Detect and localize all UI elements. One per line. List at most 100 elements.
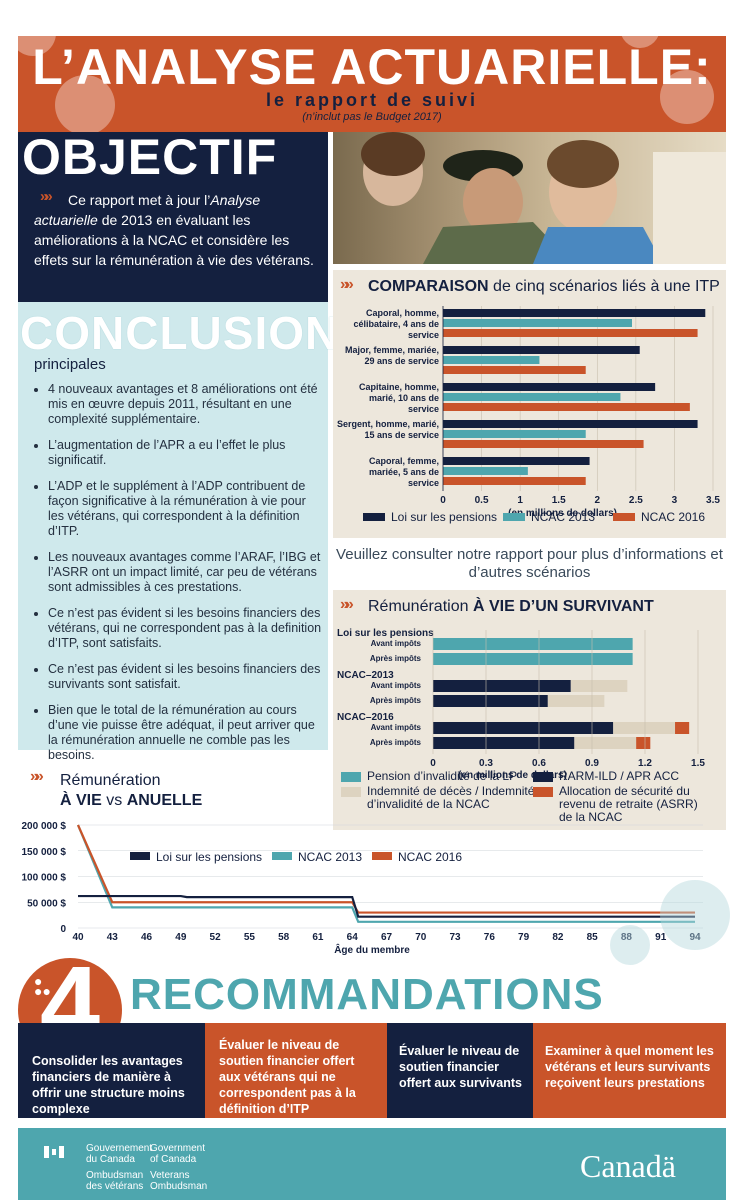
omb-fr-2: des vétérans <box>86 1181 144 1192</box>
recommendation-text: Évaluer le niveau de soutien financier o… <box>399 1044 522 1090</box>
header-banner <box>18 36 726 132</box>
omb-en: Veterans Ombudsman <box>150 1170 207 1192</box>
decorative-bubble <box>55 75 115 135</box>
list-item: L’ADP et le supplément à l’ADP contribue… <box>48 479 324 539</box>
list-item: L’augmentation de l’APR a eu l’effet le … <box>48 438 324 468</box>
life-title-d: ANUELLE <box>126 792 203 809</box>
category-label: service <box>408 330 439 340</box>
omb-en-2: Ombudsman <box>150 1181 208 1192</box>
x-tick-label: 82 <box>552 932 564 943</box>
bar <box>443 457 590 465</box>
conclusions-list: 4 nouveaux avantages et 8 améliorations … <box>26 382 324 763</box>
page-title: L’ANALYSE ACTUARIELLE: <box>32 39 712 95</box>
bar <box>443 309 706 317</box>
list-item: Les nouveaux avantages comme l’ARAF, l’I… <box>48 550 324 595</box>
decorative-bubble <box>660 70 714 124</box>
x-tick-label: 1 <box>517 495 523 506</box>
stacked-bar-segment <box>433 695 548 707</box>
conclusions-panel <box>18 302 328 750</box>
gov-fr: Gouvernement du Canada <box>86 1143 152 1165</box>
bar <box>443 366 586 374</box>
category-label: Sergent, homme, marié, <box>337 419 439 429</box>
comparison-bar-chart: 0 0.5 1 1.5 2 2.5 3 3.5 (en millions de dollars)… <box>337 306 720 524</box>
survivor-title-a: Rémunération <box>368 598 473 615</box>
x-axis-label: Âge du membre <box>334 943 410 956</box>
x-tick-label: 0.6 <box>532 758 546 769</box>
category-label: marié, 10 ans de <box>369 393 439 403</box>
legend-label: d’invalidité de la NCAC <box>367 797 490 811</box>
bar <box>443 420 698 428</box>
legend-swatch <box>341 772 361 782</box>
legend-label: NCAC 2016 <box>398 850 462 864</box>
chevron-icon: »» <box>30 768 44 785</box>
gov-fr-1: Gouvernement <box>86 1143 153 1154</box>
legend-label: NCAC 2013 <box>531 510 595 524</box>
list-item: 4 nouveaux avantages et 8 améliorations … <box>48 382 324 427</box>
decorative-bubble <box>660 880 730 950</box>
legend-swatch <box>613 513 635 521</box>
objectif-heading: OBJECTIF <box>22 129 278 185</box>
row-label: Après impôts <box>370 738 422 747</box>
list-item: Ce n’est pas évident si les besoins fina… <box>48 662 324 692</box>
comparison-title: COMPARAISON de cinq scénarios liés à une… <box>368 278 720 296</box>
category-label: Capitaine, homme, <box>359 382 439 392</box>
series-line <box>76 824 695 914</box>
bar <box>443 467 528 475</box>
x-tick-label: 2 <box>595 495 601 506</box>
recommendation-text: Examiner à quel moment les vétérans et l… <box>545 1044 714 1090</box>
stacked-bar-segment <box>675 722 690 734</box>
stacked-bar-segment <box>433 680 571 692</box>
x-tick-label: 3.5 <box>706 495 720 506</box>
row-label: Avant impôts <box>371 723 422 732</box>
bar <box>443 356 540 364</box>
list-item: Ce n’est pas évident si les besoins fina… <box>48 606 324 651</box>
conclusions-heading: CONCLUSIONS <box>20 307 371 359</box>
consult-note: Veuillez consulter notre rapport pour pl… <box>336 546 723 581</box>
x-tick-label: 52 <box>210 932 222 943</box>
x-tick-label: 1.2 <box>638 758 652 769</box>
survivor-title-b: À VIE D’UN SURVIVANT <box>472 598 654 615</box>
chevron-icon: »» <box>340 596 354 613</box>
stacked-bar-segment <box>574 737 637 749</box>
page-subtitle: le rapport de suivi <box>265 90 479 110</box>
group-label: NCAC–2016 <box>337 712 394 723</box>
x-tick-label: 79 <box>518 932 530 943</box>
legend-swatch <box>533 787 553 797</box>
bar <box>443 440 644 448</box>
objectif-panel <box>18 132 328 302</box>
stacked-bar-segment <box>433 653 633 665</box>
recommendation-card: Évaluer le niveau de soutien financier o… <box>205 1023 387 1118</box>
life-line-chart: 200 000 $ 150 000 $ 100 000 $ 50 000 $ 0 40 43… <box>22 821 703 956</box>
legend-label: NCAC 2016 <box>641 510 705 524</box>
objectif-text-em: Analyse actuarielle <box>34 192 261 228</box>
canada-wordmark: Canadä <box>580 1148 676 1184</box>
bar <box>443 403 690 411</box>
bar <box>443 383 656 391</box>
recommendations-heading: RECOMMANDATIONS <box>130 970 604 1019</box>
legend-swatch <box>130 852 150 860</box>
y-tick-label: 100 000 $ <box>22 873 67 884</box>
objectif-text: Ce rapport met à jour l’Analyse actuarie… <box>34 190 318 270</box>
y-tick-label: 50 000 $ <box>27 898 66 909</box>
x-tick-label: 43 <box>107 932 119 943</box>
category-label: service <box>408 404 439 414</box>
legend-label: Loi sur les pensions <box>391 510 497 524</box>
group-label: NCAC–2013 <box>337 670 394 681</box>
gov-en-1: Government <box>150 1143 206 1154</box>
life-title-c: vs <box>101 792 127 809</box>
survivor-panel <box>333 590 726 830</box>
legend-label: revenu de retraite (ASRR) <box>559 797 698 811</box>
stacked-bar-segment <box>613 722 676 734</box>
legend-swatch <box>503 513 525 521</box>
x-tick-label: 61 <box>312 932 324 943</box>
stacked-bar-segment <box>433 638 633 650</box>
photo-illustration <box>361 132 726 264</box>
x-tick-label: 58 <box>278 932 290 943</box>
life-title-b: À VIE <box>60 792 102 809</box>
category-label: mariée, 5 ans de <box>369 467 439 477</box>
x-axis-label: (en millions de dollars) <box>508 508 617 519</box>
recommendation-card: Évaluer le niveau de soutien financier o… <box>387 1023 533 1118</box>
x-tick-label: 70 <box>415 932 427 943</box>
stacked-bar-segment <box>570 680 628 692</box>
legend-swatch <box>363 513 385 521</box>
